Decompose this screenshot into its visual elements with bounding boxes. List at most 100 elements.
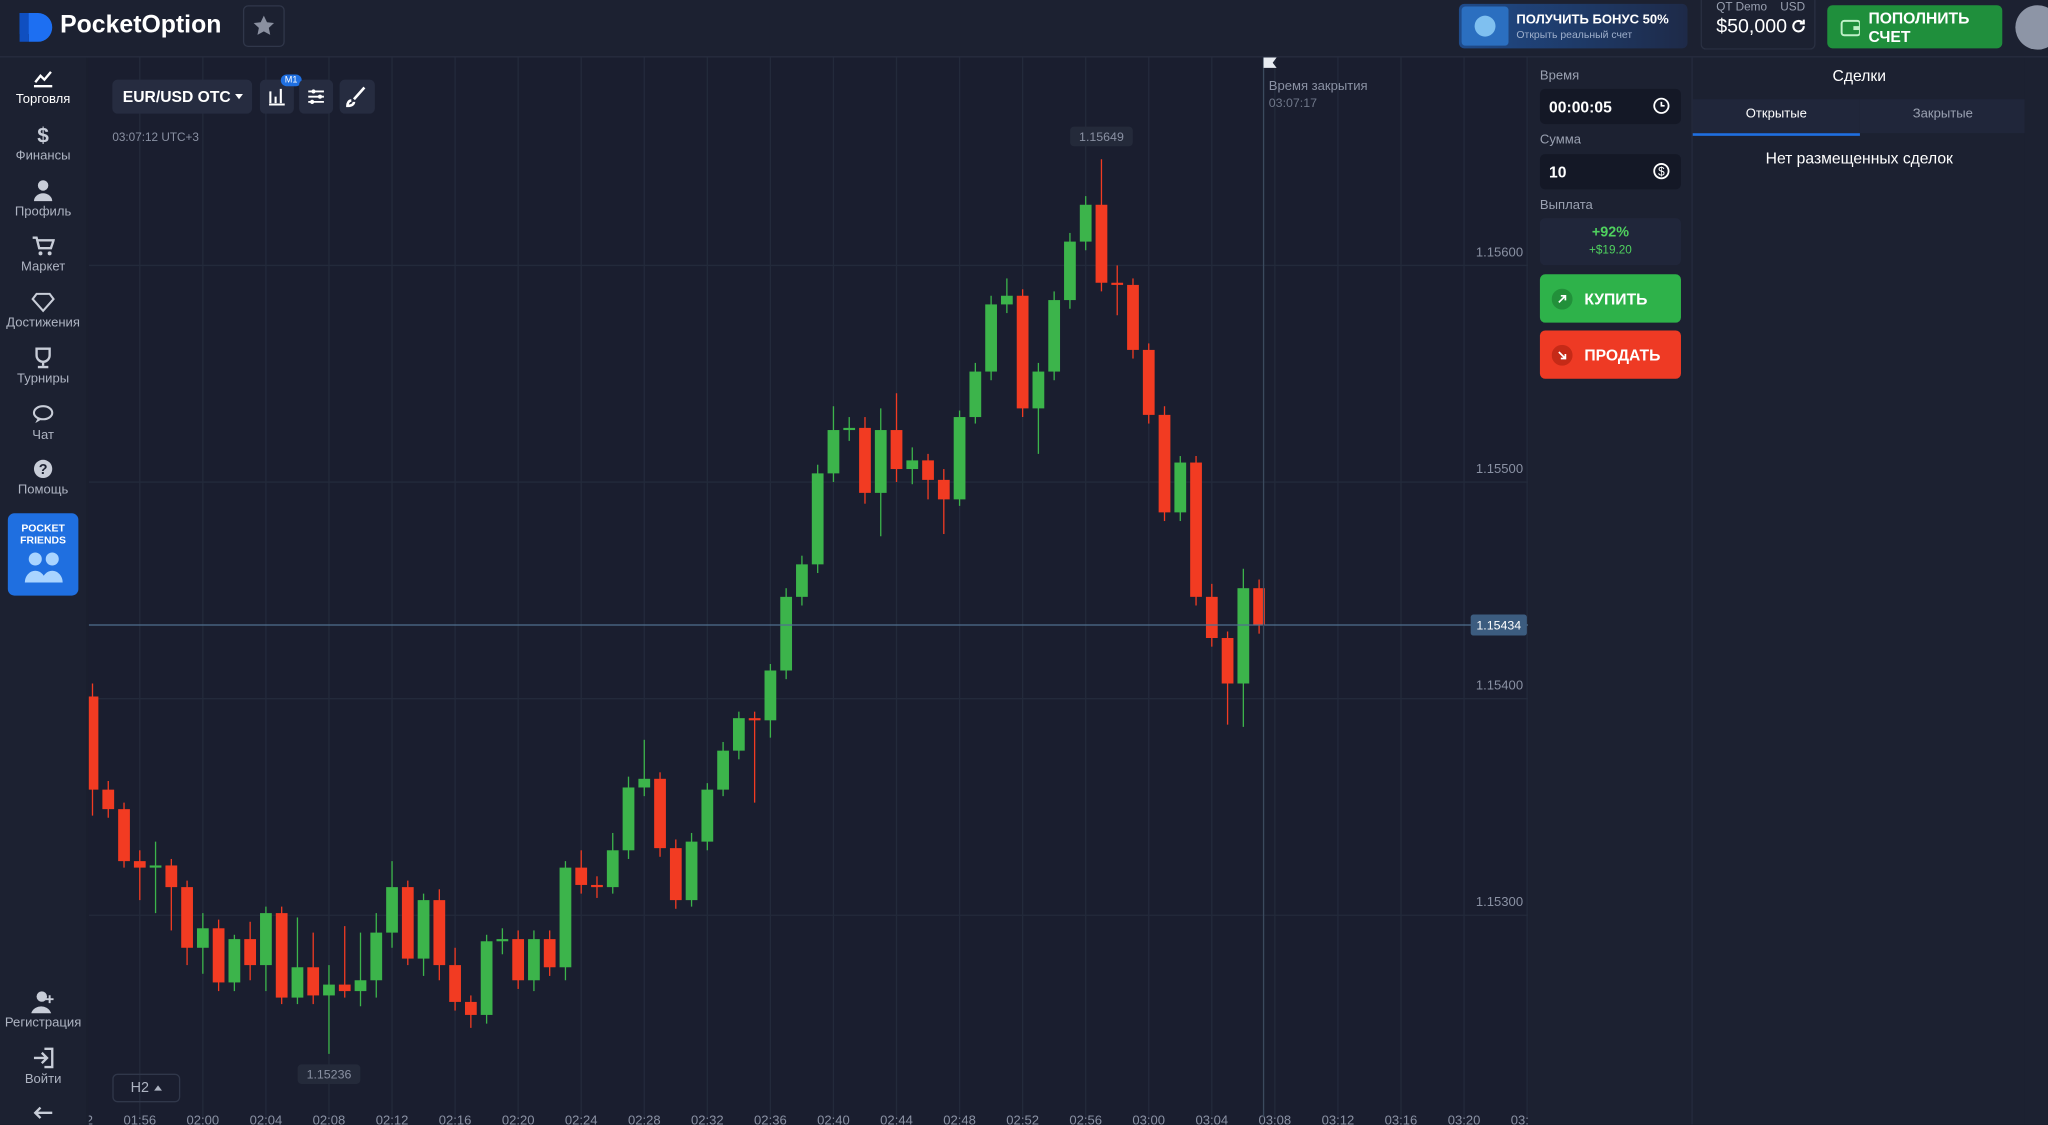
nav-item[interactable]: Торговля xyxy=(0,67,86,119)
candle-body xyxy=(796,564,808,597)
candle-body xyxy=(1253,588,1265,626)
clock-icon[interactable] xyxy=(1652,97,1670,115)
x-tick-label: 02:20 xyxy=(502,1113,535,1125)
candle-body xyxy=(1190,462,1202,597)
payout-box: +92% +$19.20 xyxy=(1539,218,1681,266)
timeframe-button[interactable]: H2 xyxy=(112,1073,181,1103)
candle-body xyxy=(732,718,745,751)
amount-value: 10 xyxy=(1549,162,1567,181)
nav-item[interactable]: Чат xyxy=(0,402,86,454)
high-label: 1.15649 xyxy=(1079,130,1124,144)
svg-text:$: $ xyxy=(1658,166,1665,179)
deals-tab[interactable]: Закрытые xyxy=(1859,99,2026,134)
drawing-icon xyxy=(346,86,366,108)
candle-body xyxy=(275,913,288,998)
promo-line: POCKET xyxy=(21,522,65,535)
candle-body xyxy=(638,778,651,788)
candle-body xyxy=(1158,414,1171,513)
asset-name: EUR/USD OTC xyxy=(122,87,231,106)
tab-label: Открытые xyxy=(1745,107,1807,122)
deposit-label: ПОПОЛНИТЬ СЧЕТ xyxy=(1868,8,1970,46)
expiry-label: Время закрытия xyxy=(1269,78,1368,93)
deposit-button[interactable]: ПОПОЛНИТЬ СЧЕТ xyxy=(1827,5,2003,49)
nav-label: Финансы xyxy=(15,148,71,164)
x-tick-label: 02:28 xyxy=(628,1113,661,1125)
nav-item[interactable]: $ Финансы xyxy=(0,123,86,175)
candle-body xyxy=(1237,588,1250,684)
deals-empty: Нет размещенных сделок xyxy=(1765,148,1953,168)
y-tick-label: 1.15300 xyxy=(1476,894,1523,909)
server-clock: 03:07:12 UTC+3 xyxy=(112,130,199,144)
candle-body xyxy=(307,967,320,996)
favorite-button[interactable] xyxy=(242,5,285,48)
candle-body xyxy=(559,867,572,968)
candle-body xyxy=(717,750,729,790)
sidebar: Торговля $ Финансы Профиль Маркет Достиже… xyxy=(0,57,87,1125)
candle-body xyxy=(1032,371,1045,409)
logo-icon xyxy=(19,13,53,42)
candle-body xyxy=(780,596,793,671)
avatar[interactable] xyxy=(2015,5,2048,50)
candle-body xyxy=(874,430,887,493)
svg-text:?: ? xyxy=(39,462,48,478)
nav-item[interactable]: Турниры xyxy=(0,346,86,398)
nav-icon xyxy=(33,180,53,202)
refresh-icon xyxy=(1792,19,1805,33)
y-tick-label: 1.15500 xyxy=(1476,461,1523,476)
deals-panel: Сделки Открытые Закрытые Нет размещенных… xyxy=(1691,57,2026,1125)
candle-body xyxy=(449,965,461,1002)
currency-icon[interactable]: $ xyxy=(1652,162,1670,180)
buy-button[interactable]: КУПИТЬ xyxy=(1539,274,1681,323)
candle-body xyxy=(1095,204,1108,283)
candle-body xyxy=(1111,282,1124,285)
timeframe-label: H2 xyxy=(130,1080,149,1096)
nav-item[interactable]: Профиль xyxy=(0,179,86,231)
candle-body xyxy=(1016,295,1029,409)
right-strip xyxy=(2024,57,2048,1125)
indicators-button[interactable] xyxy=(299,79,334,114)
x-tick-label: 02:00 xyxy=(187,1113,220,1125)
nav-label: Достижения xyxy=(6,316,80,331)
candle-body xyxy=(843,427,856,431)
timeframe-badge: M1 xyxy=(280,74,302,87)
candle-body xyxy=(811,473,824,565)
current-price-box xyxy=(1470,614,1527,636)
candle-body xyxy=(480,941,493,1015)
x-tick-label: 02:32 xyxy=(691,1113,724,1125)
x-tick-label: 02:08 xyxy=(313,1113,346,1125)
candle-body xyxy=(890,430,903,470)
candle-body xyxy=(922,460,934,480)
nav-item[interactable]: Маркет xyxy=(0,234,86,286)
tab-label: Закрытые xyxy=(1912,107,1973,122)
candle-body xyxy=(102,789,115,810)
drawing-button[interactable] xyxy=(339,79,375,114)
candle-body xyxy=(591,884,603,888)
account-switcher[interactable]: QT Demo USD $50,000 xyxy=(1700,0,1816,50)
time-value: 00:00:05 xyxy=(1549,97,1612,116)
expiry-flag xyxy=(1263,57,1277,68)
nav-icon xyxy=(32,405,54,424)
bonus-banner[interactable]: ПОЛУЧИТЬ БОНУС 50% Открыть реальный счет xyxy=(1458,3,1688,49)
collapse-icon[interactable] xyxy=(33,1105,54,1121)
sell-button[interactable]: ПРОДАТЬ xyxy=(1539,330,1681,379)
nav-icon: ? xyxy=(33,459,53,478)
nav-label: Помощь xyxy=(17,483,69,498)
nav-item[interactable]: ? Помощь xyxy=(0,457,86,509)
candle-body xyxy=(212,928,225,983)
nav-item[interactable]: Войти xyxy=(0,1046,86,1098)
nav-icon xyxy=(31,292,55,313)
bonus-subtitle: Открыть реальный счет xyxy=(1516,28,1633,41)
x-tick-label: 03:20 xyxy=(1448,1113,1481,1125)
candle-body xyxy=(181,887,193,948)
promo-banner[interactable]: POCKET FRIENDS xyxy=(7,513,79,596)
nav-label: Маркет xyxy=(20,259,66,275)
nav-item[interactable]: Достижения xyxy=(0,290,86,342)
amount-input[interactable]: 10 xyxy=(1539,154,1681,190)
time-input[interactable]: 00:00:05 xyxy=(1539,88,1681,125)
nav-item[interactable]: Регистрация xyxy=(0,990,86,1042)
candle-body xyxy=(1221,638,1234,684)
candle-body xyxy=(1127,284,1139,350)
deals-tab[interactable]: Открытые xyxy=(1692,99,1860,136)
asset-selector[interactable]: EUR/USD OTC xyxy=(112,79,253,114)
x-tick-label: 02:16 xyxy=(439,1113,472,1125)
